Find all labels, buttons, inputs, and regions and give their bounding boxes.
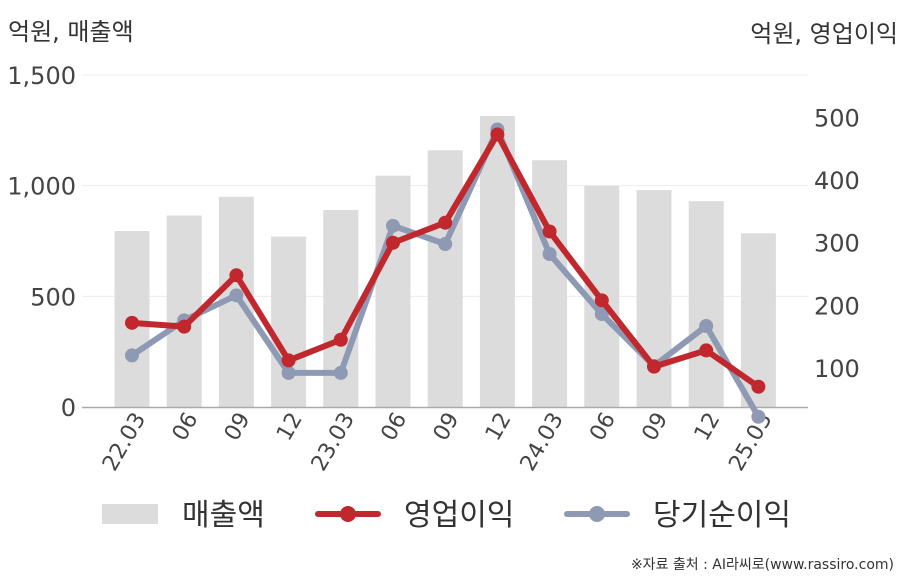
legend: 매출액 영업이익 당기순이익 — [102, 498, 791, 533]
point-영업이익 — [594, 293, 609, 308]
point-영업이익 — [177, 319, 192, 334]
point-당기순이익 — [386, 218, 400, 233]
right-tick-label: 200 — [814, 292, 860, 320]
right-tick-label: 300 — [814, 230, 860, 258]
bar-매출액 — [427, 150, 463, 407]
x-tick-label: 12 — [272, 409, 308, 446]
x-tick-label: 06 — [585, 409, 621, 446]
legend-item: 당기순이익 — [564, 498, 791, 533]
point-당기순이익 — [438, 236, 453, 251]
x-tick-label: 24.03 — [516, 409, 569, 476]
x-tick-label: 06 — [377, 409, 413, 446]
x-tick-label: 23.03 — [307, 409, 360, 476]
legend-swatch-bar — [102, 504, 158, 524]
right-tick-label: 400 — [814, 167, 860, 195]
point-당기순이익 — [281, 365, 296, 380]
bar-매출액 — [375, 175, 411, 407]
x-tick-label: 22.03 — [98, 409, 151, 476]
point-당기순이익 — [751, 409, 766, 424]
x-tick-label: 12 — [690, 409, 726, 446]
legend-item: 영업이익 — [315, 498, 514, 533]
point-당기순이익 — [333, 365, 348, 380]
right-tick-label: 100 — [814, 355, 860, 383]
left-tick-label: 0 — [61, 394, 76, 422]
point-영업이익 — [125, 315, 139, 330]
bar-매출액 — [532, 160, 568, 407]
point-영업이익 — [333, 332, 348, 347]
point-영업이익 — [281, 353, 296, 368]
point-영업이익 — [542, 224, 557, 239]
bar-series — [114, 115, 776, 408]
left-tick-label: 500 — [30, 283, 76, 311]
legend-label: 매출액 — [182, 498, 265, 533]
point-영업이익 — [647, 359, 661, 374]
x-tick-label: 09 — [638, 409, 674, 446]
x-tick-label: 12 — [481, 409, 517, 446]
point-영업이익 — [438, 215, 453, 230]
point-당기순이익 — [594, 307, 609, 322]
bar-매출액 — [271, 236, 307, 407]
point-당기순이익 — [125, 348, 139, 363]
right-axis-unit: 억원, 영업이익 — [750, 20, 898, 48]
legend-label: 당기순이익 — [653, 498, 791, 533]
point-당기순이익 — [699, 318, 714, 333]
legend-swatch-marker — [340, 506, 356, 522]
left-axis-unit: 억원, 매출액 — [8, 18, 134, 46]
line-series — [125, 122, 766, 424]
point-당기순이익 — [542, 247, 557, 262]
legend-label: 영업이익 — [404, 498, 514, 533]
x-tick-label: 25.03 — [724, 409, 777, 476]
point-영업이익 — [751, 379, 766, 394]
bar-매출액 — [688, 201, 724, 407]
point-영업이익 — [699, 343, 714, 358]
point-영업이익 — [386, 235, 400, 250]
point-당기순이익 — [229, 288, 244, 303]
legend-item: 매출액 — [102, 498, 265, 533]
bar-매출액 — [636, 190, 672, 407]
legend-swatch-marker — [589, 506, 605, 522]
x-tick-label: 09 — [429, 409, 465, 446]
point-영업이익 — [490, 127, 505, 142]
x-tick-label: 09 — [220, 409, 256, 446]
x-tick-label: 06 — [168, 409, 204, 446]
right-tick-label: 500 — [814, 105, 860, 133]
left-tick-label: 1,500 — [7, 62, 76, 90]
left-tick-label: 1,000 — [7, 173, 76, 201]
point-영업이익 — [229, 268, 244, 283]
source-note: ※자료 출처 : AI라씨로(www.rassiro.com) — [630, 557, 894, 573]
